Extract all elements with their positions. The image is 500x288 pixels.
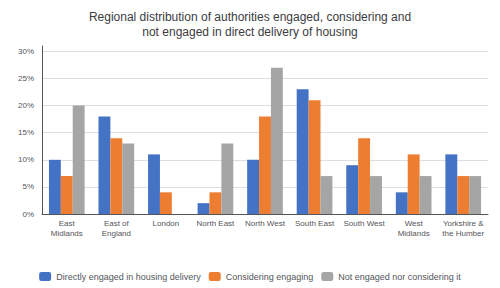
svg-text:15%: 15% bbox=[18, 128, 34, 137]
svg-text:East of: East of bbox=[104, 219, 130, 228]
svg-text:West: West bbox=[405, 219, 424, 228]
svg-text:North East: North East bbox=[197, 219, 236, 228]
svg-text:South East: South East bbox=[295, 219, 335, 228]
svg-text:England: England bbox=[102, 229, 131, 238]
svg-text:Directly engaged in housing de: Directly engaged in housing delivery bbox=[56, 272, 201, 282]
svg-text:East: East bbox=[59, 219, 76, 228]
svg-text:not engaged in direct delivery: not engaged in direct delivery of housin… bbox=[142, 25, 357, 39]
svg-text:30%: 30% bbox=[18, 47, 34, 56]
svg-text:20%: 20% bbox=[18, 101, 34, 110]
svg-text:the Humber: the Humber bbox=[442, 229, 484, 238]
svg-text:Yorkshire &: Yorkshire & bbox=[443, 219, 484, 228]
svg-text:North West: North West bbox=[245, 219, 286, 228]
svg-text:Regional distribution of autho: Regional distribution of authorities eng… bbox=[89, 10, 411, 24]
svg-text:Midlands: Midlands bbox=[51, 229, 83, 238]
svg-text:Considering engaging: Considering engaging bbox=[226, 272, 314, 282]
svg-text:London: London bbox=[153, 219, 180, 228]
svg-text:10%: 10% bbox=[18, 155, 34, 164]
svg-text:Not engaged nor considering it: Not engaged nor considering it bbox=[338, 272, 461, 282]
svg-text:5%: 5% bbox=[22, 182, 34, 191]
svg-text:South West: South West bbox=[344, 219, 386, 228]
svg-text:25%: 25% bbox=[18, 74, 34, 83]
svg-text:0%: 0% bbox=[22, 210, 34, 219]
svg-text:Midlands: Midlands bbox=[398, 229, 430, 238]
